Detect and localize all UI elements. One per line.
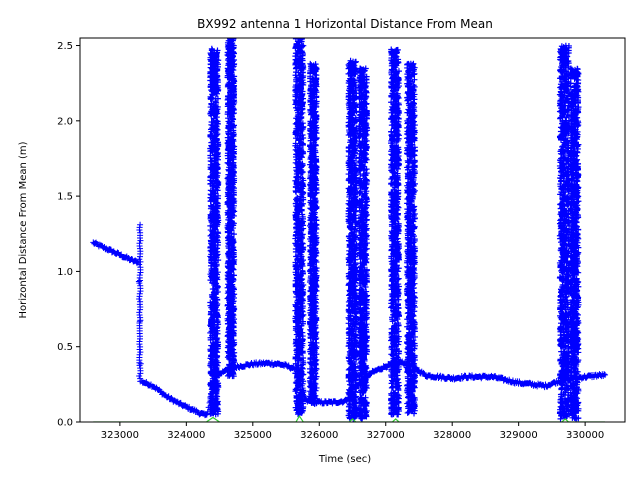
plot-clip <box>90 38 609 422</box>
x-tick-label: 323000 <box>101 430 139 441</box>
x-tick-label: 325000 <box>234 430 272 441</box>
x-axis-label: Time (sec) <box>318 454 371 465</box>
x-tick-label: 328000 <box>433 430 471 441</box>
series-green-line <box>93 414 606 422</box>
y-tick-label: 0.5 <box>57 342 73 353</box>
x-tick-label: 330000 <box>566 430 604 441</box>
series-burst-6 <box>388 46 403 418</box>
x-axis-ticks: 323000 324000 325000 326000 327000 328000 3290… <box>101 422 604 441</box>
chart-title: BX992 antenna 1 Horizontal Distance From… <box>197 17 493 31</box>
series-burst-2 <box>292 38 307 418</box>
y-tick-label: 1.0 <box>57 267 73 278</box>
series-burst-7 <box>404 60 418 417</box>
series-burst-4 <box>345 57 360 422</box>
series-burst-5 <box>356 65 371 422</box>
x-tick-label: 326000 <box>300 430 338 441</box>
x-tick-label: 329000 <box>500 430 538 441</box>
x-tick-label: 327000 <box>367 430 405 441</box>
y-axis-label: Horizontal Distance From Mean (m) <box>18 141 29 318</box>
plot-frame <box>79 37 626 423</box>
series-burst-1 <box>224 38 238 380</box>
series-baseline-markers <box>90 239 609 419</box>
plot-area <box>90 38 609 422</box>
x-tick-label: 324000 <box>167 430 205 441</box>
y-axis-ticks: 0.0 0.5 1.0 1.5 2.0 2.5 <box>57 41 80 429</box>
y-tick-label: 0.0 <box>57 418 73 429</box>
series-burst-3 <box>306 60 320 407</box>
y-tick-label: 1.5 <box>57 192 73 203</box>
series-burst-0 <box>207 45 222 418</box>
series-jump-0 <box>136 221 144 385</box>
series-burst-9 <box>567 65 582 422</box>
y-tick-label: 2.0 <box>57 116 73 127</box>
y-tick-label: 2.5 <box>57 41 73 52</box>
